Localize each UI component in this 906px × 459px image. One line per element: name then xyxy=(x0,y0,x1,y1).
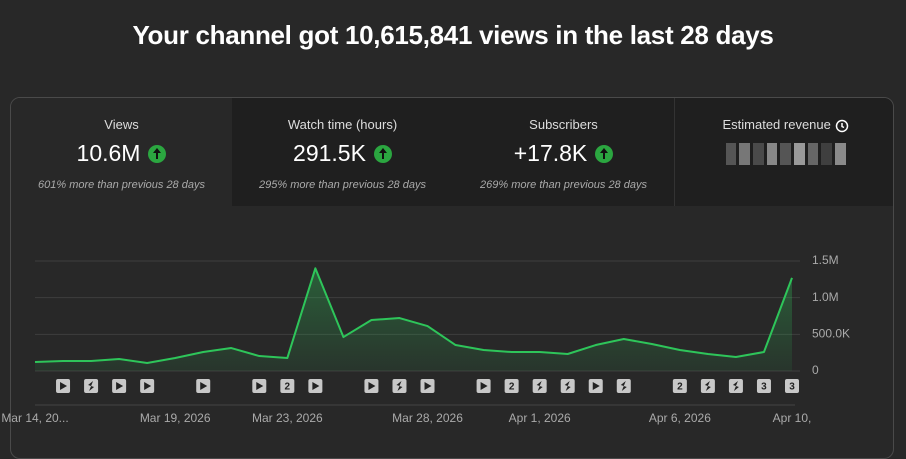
upload-marker xyxy=(785,379,799,393)
tab-label: Watch time (hours) xyxy=(287,117,398,132)
video-icon xyxy=(368,382,376,390)
blurred-revenue xyxy=(725,142,846,165)
upload-marker xyxy=(560,379,575,393)
upload-marker xyxy=(700,379,715,393)
up-icon xyxy=(148,144,167,163)
short-icon xyxy=(704,381,711,391)
page-title: Your channel got 10,615,841 views in the… xyxy=(132,20,774,50)
up-icon xyxy=(595,144,614,163)
tab-label: Estimated revenue xyxy=(675,117,893,133)
upload-marker xyxy=(504,379,519,393)
tab-note: 295% more than previous 28 days xyxy=(259,179,426,191)
short-icon xyxy=(88,381,95,391)
y-tick-label: 500.0K xyxy=(812,327,850,341)
short-icon xyxy=(732,381,739,391)
tab-note: 601% more than previous 28 days xyxy=(38,179,205,191)
video-icon xyxy=(116,382,124,390)
video-icon xyxy=(424,382,432,390)
video-icon xyxy=(592,382,600,390)
tab[interactable]: Views 10.6M 601% more than previous 28 day… xyxy=(11,98,232,206)
video-icon xyxy=(60,382,68,390)
tab-label: Subscribers xyxy=(529,117,598,132)
area xyxy=(35,268,792,371)
page: Your channel got 10,615,841 views in the… xyxy=(1,20,894,459)
video-icon xyxy=(480,382,488,390)
y-tick-label: 0 xyxy=(812,363,819,377)
short-icon xyxy=(396,381,403,391)
x-tick-label: Mar 14, 20... xyxy=(1,411,68,425)
tab[interactable]: Watch time (hours) 291.5K 295% more than p… xyxy=(232,98,453,206)
y-tick-label: 1.0M xyxy=(812,290,839,304)
video-icon xyxy=(144,382,152,390)
tab-value: +17.8K xyxy=(513,140,588,166)
x-tick-label: Mar 19, 2026 xyxy=(140,411,211,425)
upload-marker xyxy=(84,379,99,393)
short-icon xyxy=(564,381,571,391)
upload-count: 3 xyxy=(761,382,767,393)
up-icon xyxy=(373,144,392,163)
tab-value: 10.6M xyxy=(76,140,141,166)
upload-count: 2 xyxy=(509,382,515,393)
y-tick-label: 1.5M xyxy=(812,253,839,267)
line xyxy=(34,267,793,365)
x-tick-label: Mar 28, 2026 xyxy=(392,411,463,425)
upload-count: 3 xyxy=(789,382,795,393)
upload-marker xyxy=(616,379,631,393)
short-icon xyxy=(536,381,543,391)
tab-label: Views xyxy=(104,117,139,132)
upload-count: 2 xyxy=(285,382,291,393)
x-tick-label: Apr 1, 2026 xyxy=(509,411,571,425)
x-tick-label: Mar 23, 2026 xyxy=(252,411,323,425)
upload-marker xyxy=(728,379,743,393)
tab[interactable]: Subscribers +17.8K 269% more than previous… xyxy=(453,98,674,206)
upload-marker xyxy=(672,379,687,393)
tab-label-text: Estimated revenue xyxy=(722,117,831,132)
tab[interactable]: Estimated revenue xyxy=(674,98,893,206)
video-icon xyxy=(256,382,264,390)
video-icon xyxy=(200,382,208,390)
x-tick-label: Apr 10, xyxy=(773,411,812,425)
chart: 0 500.0K 1.0M 1.5M Mar 14, 20... Mar 19, 2026… xyxy=(1,253,850,425)
video-icon xyxy=(312,382,320,390)
tab-value: 291.5K xyxy=(293,140,366,166)
short-icon xyxy=(620,381,627,391)
upload-marker xyxy=(392,379,407,393)
upload-marker xyxy=(280,379,295,393)
upload-count: 2 xyxy=(677,382,683,393)
tab-note: 269% more than previous 28 days xyxy=(480,179,647,191)
x-tick-label: Apr 6, 2026 xyxy=(649,411,711,425)
upload-marker xyxy=(532,379,547,393)
clock-icon xyxy=(835,119,848,132)
upload-marker xyxy=(756,379,771,393)
analytics-card: Views 10.6M 601% more than previous 28 day… xyxy=(10,97,894,459)
